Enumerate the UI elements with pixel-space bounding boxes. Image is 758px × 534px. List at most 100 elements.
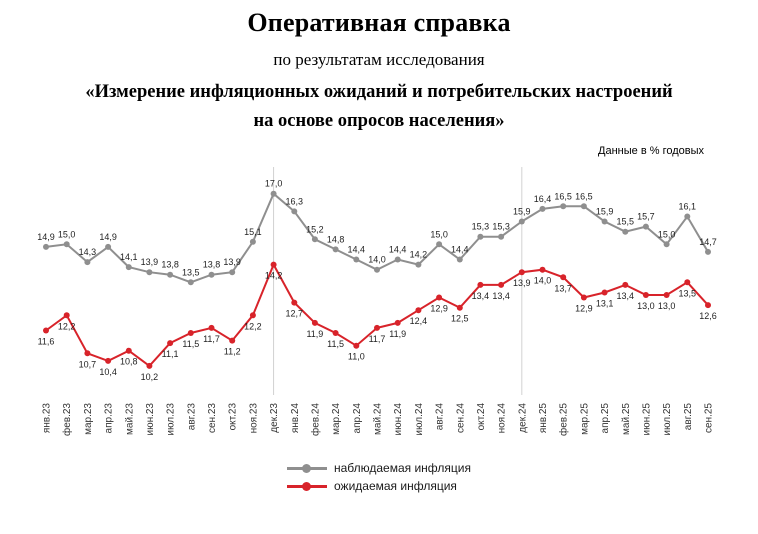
x-axis-label: авг.23 [186, 403, 197, 431]
x-axis-label: июн.25 [641, 403, 652, 436]
data-label: 15,7 [637, 212, 655, 222]
data-label: 16,3 [286, 197, 304, 207]
data-label: 15,5 [617, 217, 635, 227]
data-label: 12,5 [451, 314, 469, 324]
data-point [498, 234, 505, 241]
units-note: Данные в % годовых [598, 145, 704, 158]
data-point [415, 307, 422, 314]
data-point [642, 223, 649, 230]
data-label: 14,4 [348, 245, 366, 255]
data-label: 13,8 [203, 260, 221, 270]
data-label: 14,9 [37, 232, 55, 242]
data-point [125, 264, 132, 271]
chart-legend: наблюдаемая инфляция ожидаемая инфляция [287, 461, 471, 493]
data-point [394, 320, 401, 327]
data-label: 10,7 [79, 360, 97, 370]
x-axis-label: фев.24 [309, 403, 321, 436]
data-point [374, 267, 380, 274]
data-label: 15,3 [472, 222, 490, 232]
x-axis-label: июн.24 [393, 403, 404, 436]
data-label: 13,0 [637, 301, 655, 311]
data-label: 14,9 [99, 232, 117, 242]
data-label: 14,1 [120, 252, 138, 262]
legend-item-observed-inflation: наблюдаемая инфляция [287, 461, 471, 475]
data-point [601, 289, 608, 296]
data-label: 13,4 [472, 291, 490, 301]
data-label: 15,1 [244, 227, 262, 237]
data-label: 15,9 [596, 207, 614, 217]
survey-title: «Измерение инфляционных ожиданий и потре… [0, 78, 758, 135]
data-point [167, 272, 174, 279]
data-label: 12,2 [58, 322, 76, 332]
data-label: 13,8 [161, 260, 179, 270]
data-point [167, 340, 174, 347]
data-point [705, 249, 711, 256]
data-point [436, 294, 443, 301]
data-point [105, 244, 112, 251]
data-label: 13,7 [554, 284, 572, 294]
data-point [477, 282, 484, 289]
inflation-chart-svg: 14,9 15,014,314,914,113,9 13,813,513,8 13,9… [37, 167, 717, 436]
data-label: 14,4 [389, 245, 407, 255]
x-axis-label: сен.24 [455, 403, 466, 433]
data-label: 13,4 [617, 291, 635, 301]
x-axis-label: авг.25 [683, 403, 694, 431]
data-point [291, 208, 298, 215]
data-point [105, 358, 112, 365]
data-point [518, 218, 525, 225]
legend-label-observed: наблюдаемая инфляция [334, 461, 471, 476]
data-label: 14,0 [534, 276, 552, 286]
data-label: 12,6 [699, 311, 717, 321]
data-label: 11,9 [389, 329, 406, 339]
data-point [663, 292, 670, 299]
x-axis-label: янв.25 [538, 403, 549, 434]
x-axis-label: окт.24 [476, 403, 487, 431]
data-point [498, 282, 505, 289]
data-label: 11,7 [203, 334, 220, 344]
data-label: 13,5 [182, 268, 200, 278]
legend-label-expected: ожидаемая инфляция [334, 479, 457, 494]
x-axis-label: янв.23 [42, 403, 53, 434]
data-label: 11,9 [306, 329, 323, 339]
data-point [63, 241, 70, 248]
data-point [43, 327, 49, 334]
data-label: 16,1 [679, 202, 697, 212]
data-point [622, 229, 629, 236]
data-label: 15,3 [492, 222, 510, 232]
survey-title-line1: «Измерение инфляционных ожиданий и потре… [85, 82, 673, 102]
data-point [580, 203, 587, 210]
data-label: 10,4 [99, 367, 117, 377]
data-point [208, 325, 215, 332]
data-label: 15,2 [306, 225, 324, 235]
data-point [394, 256, 401, 263]
data-label: 11,6 [38, 337, 55, 347]
data-label: 13,4 [492, 291, 510, 301]
data-point [663, 241, 670, 248]
data-label: 14,8 [327, 235, 345, 245]
data-point [208, 272, 215, 279]
data-point [311, 320, 318, 327]
data-point [705, 302, 711, 309]
data-point [187, 279, 194, 286]
data-point [456, 256, 463, 263]
data-label: 13,1 [596, 299, 614, 309]
data-label: 12,9 [430, 304, 448, 314]
data-point [332, 330, 339, 337]
data-point [270, 191, 277, 198]
data-label: 13,9 [141, 258, 159, 268]
data-point [229, 337, 236, 344]
x-axis-label: июл.25 [662, 403, 673, 436]
data-label: 16,5 [554, 192, 572, 202]
data-label: 14,0 [368, 255, 386, 265]
data-point [229, 269, 236, 276]
x-axis-label: апр.23 [104, 403, 115, 434]
x-axis-label: июн.23 [145, 403, 156, 436]
data-point [622, 282, 629, 289]
data-point [84, 259, 91, 266]
data-point [353, 256, 360, 263]
data-point [477, 234, 484, 241]
page-subtitle: по результатам исследования [273, 50, 485, 69]
data-label: 15,0 [58, 230, 76, 240]
x-axis-label: май.24 [373, 403, 384, 435]
data-label: 13,5 [679, 289, 697, 299]
